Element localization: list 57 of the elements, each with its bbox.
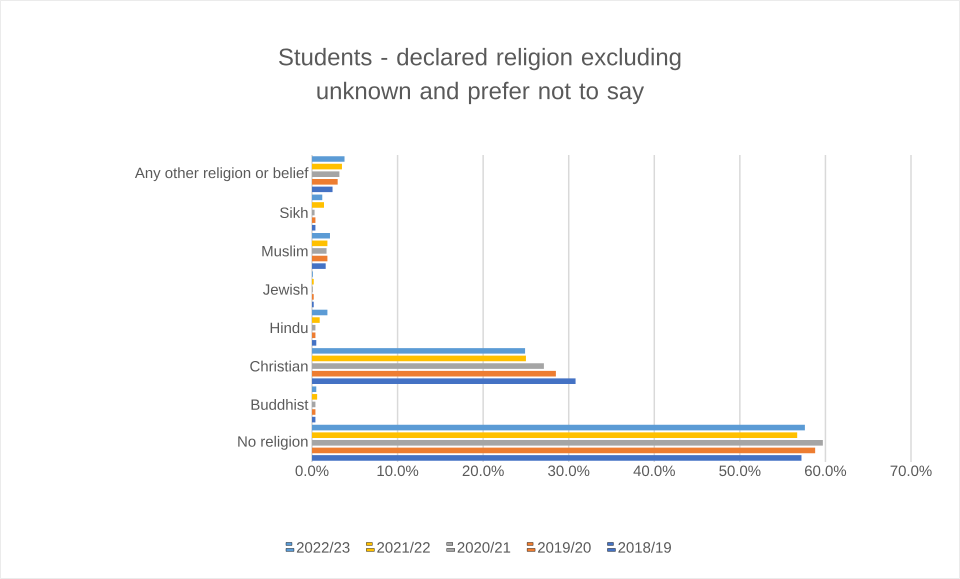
x-tick-label: 70.0%	[890, 466, 932, 476]
bar	[312, 324, 316, 330]
bar	[312, 217, 316, 223]
y-tick-label: Any other religion or belief	[134, 167, 308, 182]
y-tick-label: No religion	[238, 436, 308, 450]
bar	[312, 370, 556, 376]
bar	[312, 164, 342, 170]
x-tick-label: 10.0%	[378, 466, 418, 476]
y-tick-label: Sikh	[280, 207, 308, 218]
bar	[312, 317, 320, 323]
x-tick-label: 0.0%	[296, 466, 328, 476]
bar	[312, 186, 333, 192]
bar	[312, 156, 345, 162]
bar	[312, 394, 318, 400]
y-tick-label: Muslim	[262, 245, 308, 256]
bar	[312, 378, 576, 384]
bar	[312, 416, 316, 422]
bar	[312, 256, 328, 262]
bar	[312, 171, 340, 177]
bar	[312, 248, 327, 254]
bar	[312, 455, 802, 461]
legend-label: 2018/19	[618, 542, 671, 553]
y-tick-label: Christian	[250, 360, 308, 372]
bar	[312, 424, 805, 430]
chart-title: Students - declared religion excluding unknown and prefer not to say	[279, 48, 680, 104]
y-tick-label: Buddhist	[252, 398, 308, 410]
legend-label: 2020/21	[458, 542, 510, 553]
bar	[312, 240, 328, 246]
bar	[312, 432, 798, 438]
bar	[312, 332, 316, 338]
legend-label: 2022/23	[296, 542, 350, 553]
x-tick-label: 50.0%	[719, 466, 761, 476]
bar	[312, 440, 823, 446]
bar	[312, 202, 324, 208]
x-tick-label: 20.0%	[462, 466, 504, 476]
bar	[312, 402, 316, 408]
bar	[312, 340, 316, 346]
bar	[312, 263, 326, 269]
bar	[312, 409, 316, 415]
x-tick-label: 40.0%	[633, 466, 675, 476]
bar	[312, 178, 338, 185]
bar	[312, 348, 526, 354]
bar	[312, 232, 330, 239]
legend-label: 2021/22	[377, 542, 430, 553]
x-tick-label: 30.0%	[548, 466, 590, 476]
bar	[312, 194, 322, 200]
bar	[312, 448, 816, 454]
bar	[312, 210, 315, 216]
bar	[312, 363, 544, 369]
bar	[312, 356, 526, 362]
bar	[312, 386, 316, 392]
y-tick-label: Jewish	[263, 284, 308, 295]
y-tick-label: Hindu	[270, 322, 308, 334]
bar	[312, 310, 328, 316]
legend-label: 2019/20	[538, 542, 591, 553]
bar	[312, 224, 316, 231]
x-tick-label: 60.0%	[805, 466, 846, 476]
